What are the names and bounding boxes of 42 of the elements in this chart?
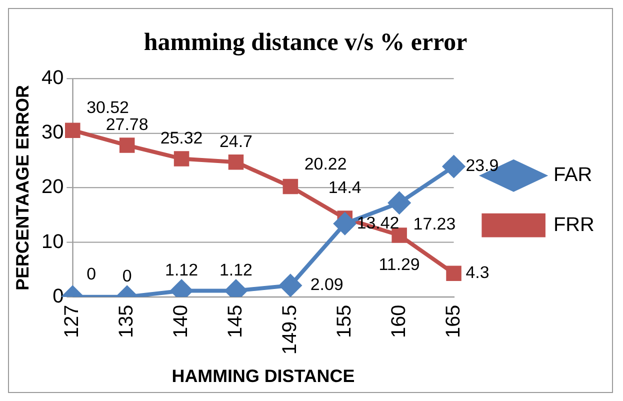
point xyxy=(282,178,298,194)
y-tick-label: 30 xyxy=(41,122,64,144)
data-label: 2.09 xyxy=(310,275,344,294)
y-tick-label: 40 xyxy=(41,67,64,90)
point xyxy=(174,151,190,166)
data-label: 14.4 xyxy=(328,178,362,198)
legend-label: FRR xyxy=(553,214,594,236)
data-label: 11.29 xyxy=(378,254,420,274)
x-tick-label: 127 xyxy=(61,304,84,338)
x-tick-label: 149.5 xyxy=(278,304,301,355)
x-tick-label: 165 xyxy=(442,304,464,338)
x-tick-label: 145 xyxy=(224,304,246,338)
x-axis-title: HAMMING DISTANCE xyxy=(172,366,355,386)
point xyxy=(334,212,356,235)
x-tick-label: 140 xyxy=(170,304,192,338)
data-label: 1.12 xyxy=(219,260,252,280)
data-label: 25.32 xyxy=(160,128,203,148)
point xyxy=(442,156,465,178)
y-tick-label: 10 xyxy=(41,230,64,253)
point xyxy=(65,122,80,138)
data-label: 17.23 xyxy=(413,214,456,234)
data-label: 4.3 xyxy=(466,263,490,282)
x-tick-label: 155 xyxy=(333,304,356,338)
y-tick-label: 0 xyxy=(52,285,64,308)
data-label: 24.7 xyxy=(219,132,252,151)
point xyxy=(228,154,244,170)
data-label: 20.22 xyxy=(304,154,347,174)
point xyxy=(388,192,410,214)
data-label: 0 xyxy=(86,264,96,284)
point xyxy=(392,228,407,243)
y-axis-title: PERCENTAAGE ERROR xyxy=(12,84,33,290)
point xyxy=(119,138,135,153)
y-tick-label: 20 xyxy=(41,176,64,198)
data-label: 27.78 xyxy=(106,115,148,134)
data-label: 23.9 xyxy=(466,156,499,176)
legend-label: FAR xyxy=(553,164,592,186)
chart-title: hamming distance v/s % error xyxy=(144,29,468,56)
x-tick-label: 160 xyxy=(388,304,410,338)
data-label: 30.52 xyxy=(86,98,129,118)
data-label: 0 xyxy=(122,266,132,286)
data-label: 1.12 xyxy=(165,260,198,280)
x-tick-label: 135 xyxy=(116,304,138,338)
